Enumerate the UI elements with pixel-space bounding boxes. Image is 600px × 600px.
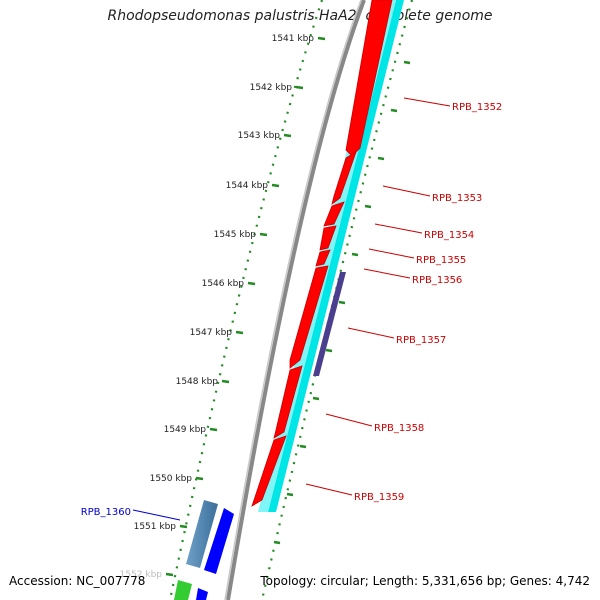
scale-label: 1547 kbp <box>190 328 233 338</box>
scale-tick <box>235 330 244 335</box>
blue-feature-cds-2 <box>196 588 208 600</box>
gene-label[interactable]: RPB_1353 <box>432 193 482 204</box>
cds-forward <box>315 249 331 267</box>
gene-leader-line <box>403 97 451 107</box>
cds-forward <box>319 225 337 251</box>
gene-leader-line <box>382 185 431 197</box>
gene-label[interactable]: RPB_1354 <box>424 230 474 241</box>
gene-label[interactable]: RPB_1356 <box>412 275 462 286</box>
gene-label-group: RPB_1352 RPB_1353 RPB_1354 RPB_1355 RPB_1356… <box>81 97 502 521</box>
topology-label: Topology: circular; Length: 5,331,656 bp… <box>260 574 590 588</box>
scale-tick <box>295 85 304 90</box>
gene-label[interactable]: RPB_1352 <box>452 102 502 113</box>
backbone-arc-highlight <box>224 0 362 600</box>
scale-tick-inner <box>403 60 411 65</box>
gene-leader-line <box>347 327 395 339</box>
gene-label[interactable]: RPB_1355 <box>416 255 466 266</box>
scale-tick <box>165 572 174 577</box>
gene-leader-line <box>325 413 373 427</box>
gene-leader-line <box>368 248 415 259</box>
gene-leader-line <box>374 223 423 234</box>
scale-tick <box>179 524 188 529</box>
misc-feature-1357 <box>313 272 346 376</box>
green-feature <box>174 580 192 600</box>
gene-leader-line <box>132 509 181 521</box>
scale-tick <box>209 427 218 432</box>
scale-label: 1543 kbp <box>238 131 281 141</box>
cds-forward <box>289 265 329 369</box>
backbone-arc <box>226 0 366 600</box>
scale-tick-inner <box>377 156 385 161</box>
scale-dotted-line-inner <box>260 0 414 600</box>
gene-label[interactable]: RPB_1360 <box>81 507 131 518</box>
scale-tick <box>247 281 256 286</box>
cds-forward-group <box>251 0 393 507</box>
scale-tick <box>283 133 292 138</box>
scale-label: 1542 kbp <box>250 83 293 93</box>
gene-label[interactable]: RPB_1358 <box>374 423 424 434</box>
scale-tick-inner <box>364 204 372 209</box>
cds-forward <box>251 435 287 507</box>
scale-tick-inner <box>351 252 359 257</box>
scale-label: 1541 kbp <box>272 34 315 44</box>
scale-tick-inner <box>390 108 398 113</box>
cds-forward <box>323 201 345 227</box>
gene-leader-line <box>363 268 411 279</box>
scale-label: 1550 kbp <box>150 474 193 484</box>
scale-group: 1541 kbp 1542 kbp 1543 kbp 1544 kbp 1545 kbp… <box>120 34 411 580</box>
scale-label: 1545 kbp <box>214 230 257 240</box>
scale-tick-inner <box>338 300 346 305</box>
scale-label: 1546 kbp <box>202 279 245 289</box>
scale-tick-inner <box>312 396 320 401</box>
gene-label[interactable]: RPB_1357 <box>396 335 446 346</box>
scale-tick <box>221 379 230 384</box>
scale-tick-inner <box>273 540 281 545</box>
gene-track-cyan <box>268 0 404 512</box>
scale-label: 1552 kbp <box>120 570 163 580</box>
gene-leader-line <box>305 483 353 496</box>
scale-tick <box>195 476 204 481</box>
cds-forward <box>273 365 303 439</box>
scale-tick-inner <box>299 444 307 449</box>
scale-tick-inner <box>286 492 294 497</box>
scale-tick <box>259 232 268 237</box>
scale-label: 1551 kbp <box>134 522 177 532</box>
scale-tick-inner <box>325 348 333 353</box>
scale-dotted-line <box>168 0 324 600</box>
blue-feature-steel <box>186 500 218 568</box>
accession-label: Accession: NC_007778 <box>9 574 146 588</box>
scale-label: 1548 kbp <box>176 377 219 387</box>
scale-label: 1549 kbp <box>164 425 207 435</box>
blue-feature-cds <box>204 508 234 574</box>
scale-tick <box>317 36 326 41</box>
gene-label[interactable]: RPB_1359 <box>354 492 404 503</box>
cds-forward <box>331 151 357 205</box>
scale-label: 1544 kbp <box>226 181 269 191</box>
scale-tick <box>271 183 280 188</box>
